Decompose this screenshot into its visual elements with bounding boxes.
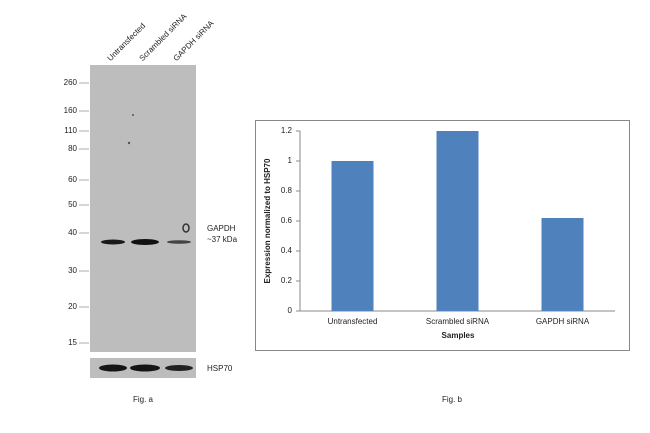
- loading-label: HSP70: [207, 364, 233, 373]
- blot-artifact: [182, 223, 190, 233]
- bar: [331, 161, 374, 311]
- band-label: GAPDH: [207, 224, 236, 233]
- blot-band: [167, 240, 191, 244]
- marker-label: 160: [64, 106, 78, 115]
- loading-band: [99, 364, 127, 372]
- marker-label: 40: [68, 228, 77, 237]
- bar: [541, 218, 584, 311]
- y-tick-label: 1: [288, 156, 293, 165]
- marker-label: 15: [68, 338, 77, 347]
- y-tick-label: 0.8: [281, 186, 293, 195]
- blot-band: [131, 239, 159, 245]
- marker-label: 50: [68, 200, 77, 209]
- y-tick-label: 0.2: [281, 276, 293, 285]
- marker-label: 20: [68, 302, 77, 311]
- loading-band: [165, 365, 193, 371]
- marker-label: 60: [68, 175, 77, 184]
- chart-frame: [255, 120, 630, 351]
- loading-band: [130, 364, 160, 372]
- blot-speck: [132, 114, 134, 116]
- y-tick-label: 0: [288, 306, 293, 315]
- blot-speck: [127, 141, 131, 145]
- caption: Fig. b: [442, 395, 463, 404]
- y-tick-label: 0.6: [281, 216, 293, 225]
- caption: Fig. a: [133, 395, 154, 404]
- blot-membrane: [90, 65, 196, 352]
- x-tick-label: Untransfected: [328, 317, 378, 326]
- x-tick-label: Scrambled siRNA: [426, 317, 490, 326]
- y-axis-title: Expression normalized to HSP70: [263, 158, 272, 283]
- x-axis-title: Samples: [442, 331, 475, 340]
- y-tick-label: 0.4: [281, 246, 293, 255]
- marker-label: 110: [64, 126, 77, 135]
- bar: [436, 131, 479, 311]
- marker-label: 80: [68, 144, 77, 153]
- marker-label: 260: [64, 78, 78, 87]
- y-tick-label: 1.2: [281, 126, 293, 135]
- x-tick-label: GAPDH siRNA: [536, 317, 590, 326]
- band-size: ~37 kDa: [207, 235, 238, 244]
- blot-band: [101, 239, 125, 245]
- marker-label: 30: [68, 266, 77, 275]
